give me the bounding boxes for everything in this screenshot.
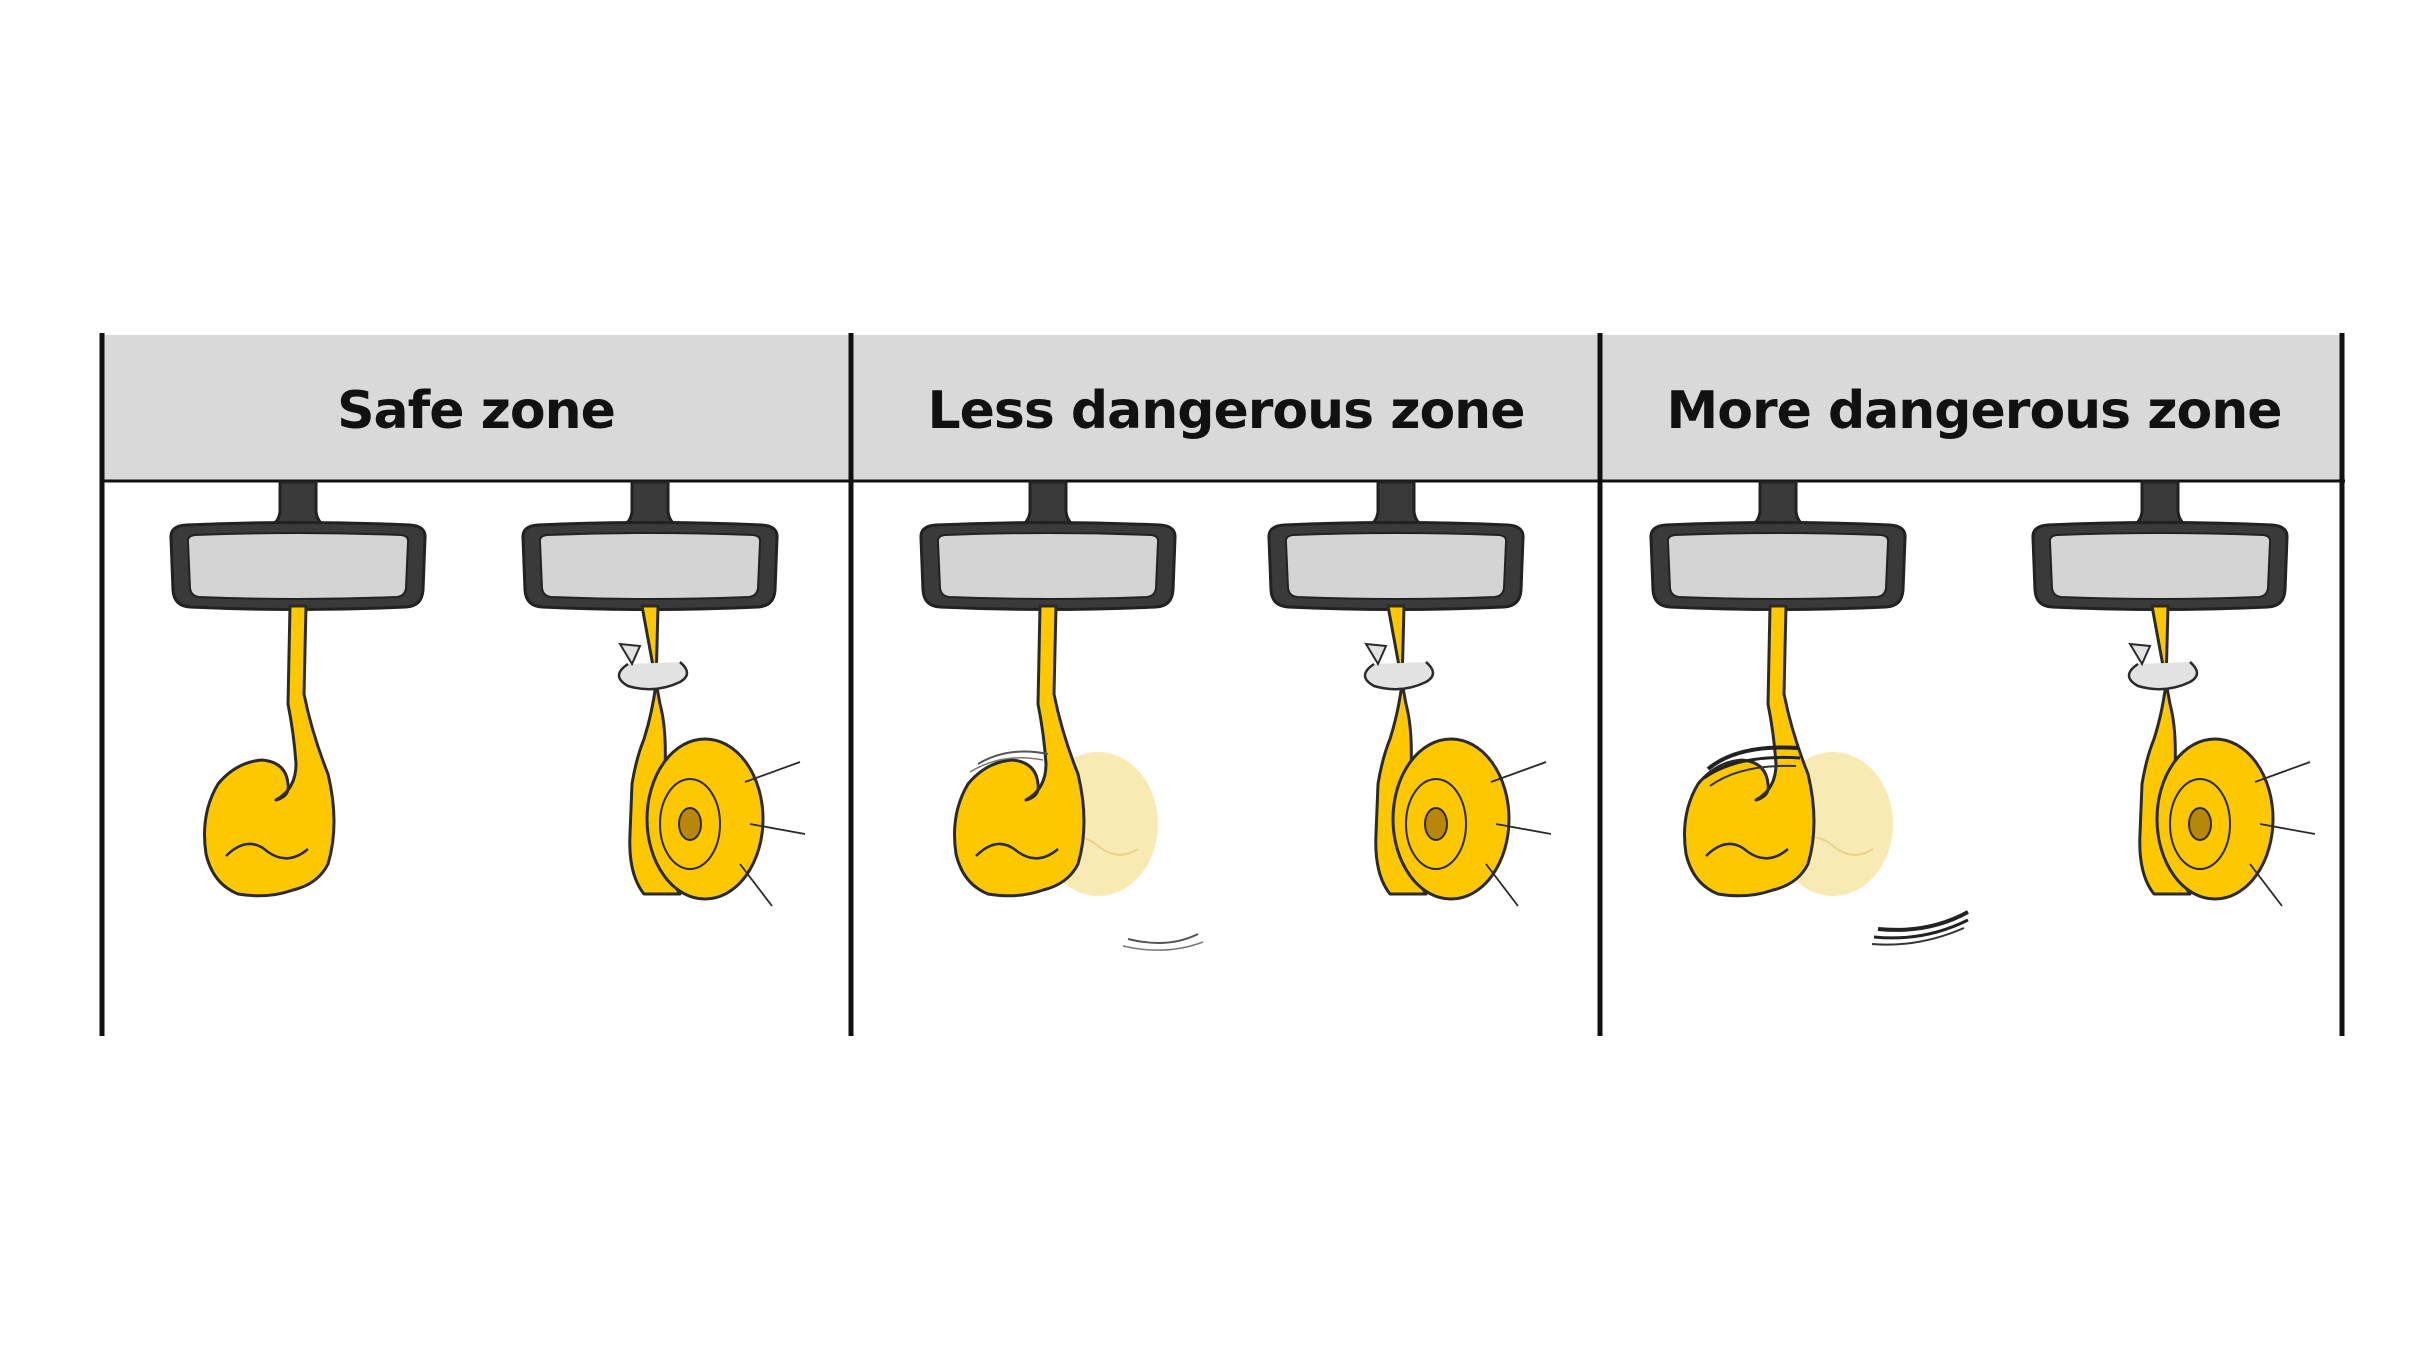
zone-title-safe: Safe zone: [337, 381, 615, 441]
rotation-arrow-icon: [2127, 604, 2317, 908]
mirror-icon: [169, 480, 427, 898]
mirror-icon: [1649, 480, 1970, 947]
zone-title-less-dangerous: Less dangerous zone: [928, 381, 1525, 441]
zone-more-dangerous: [1649, 480, 2317, 947]
rotation-arrow-icon: [1363, 604, 1553, 908]
mirror-icon: [2031, 480, 2317, 908]
header-band: [102, 335, 2342, 481]
rotation-arrow-icon: [617, 604, 807, 908]
mirror-icon: [521, 480, 807, 908]
mirror-icon: [919, 480, 1204, 952]
zone-title-more-dangerous: More dangerous zone: [1666, 381, 2281, 441]
hanging-air-freshener-icon: [203, 604, 336, 898]
mirror-icon: [1267, 480, 1553, 908]
zone-less-dangerous: [919, 480, 1553, 952]
zone-safe: [169, 480, 807, 908]
